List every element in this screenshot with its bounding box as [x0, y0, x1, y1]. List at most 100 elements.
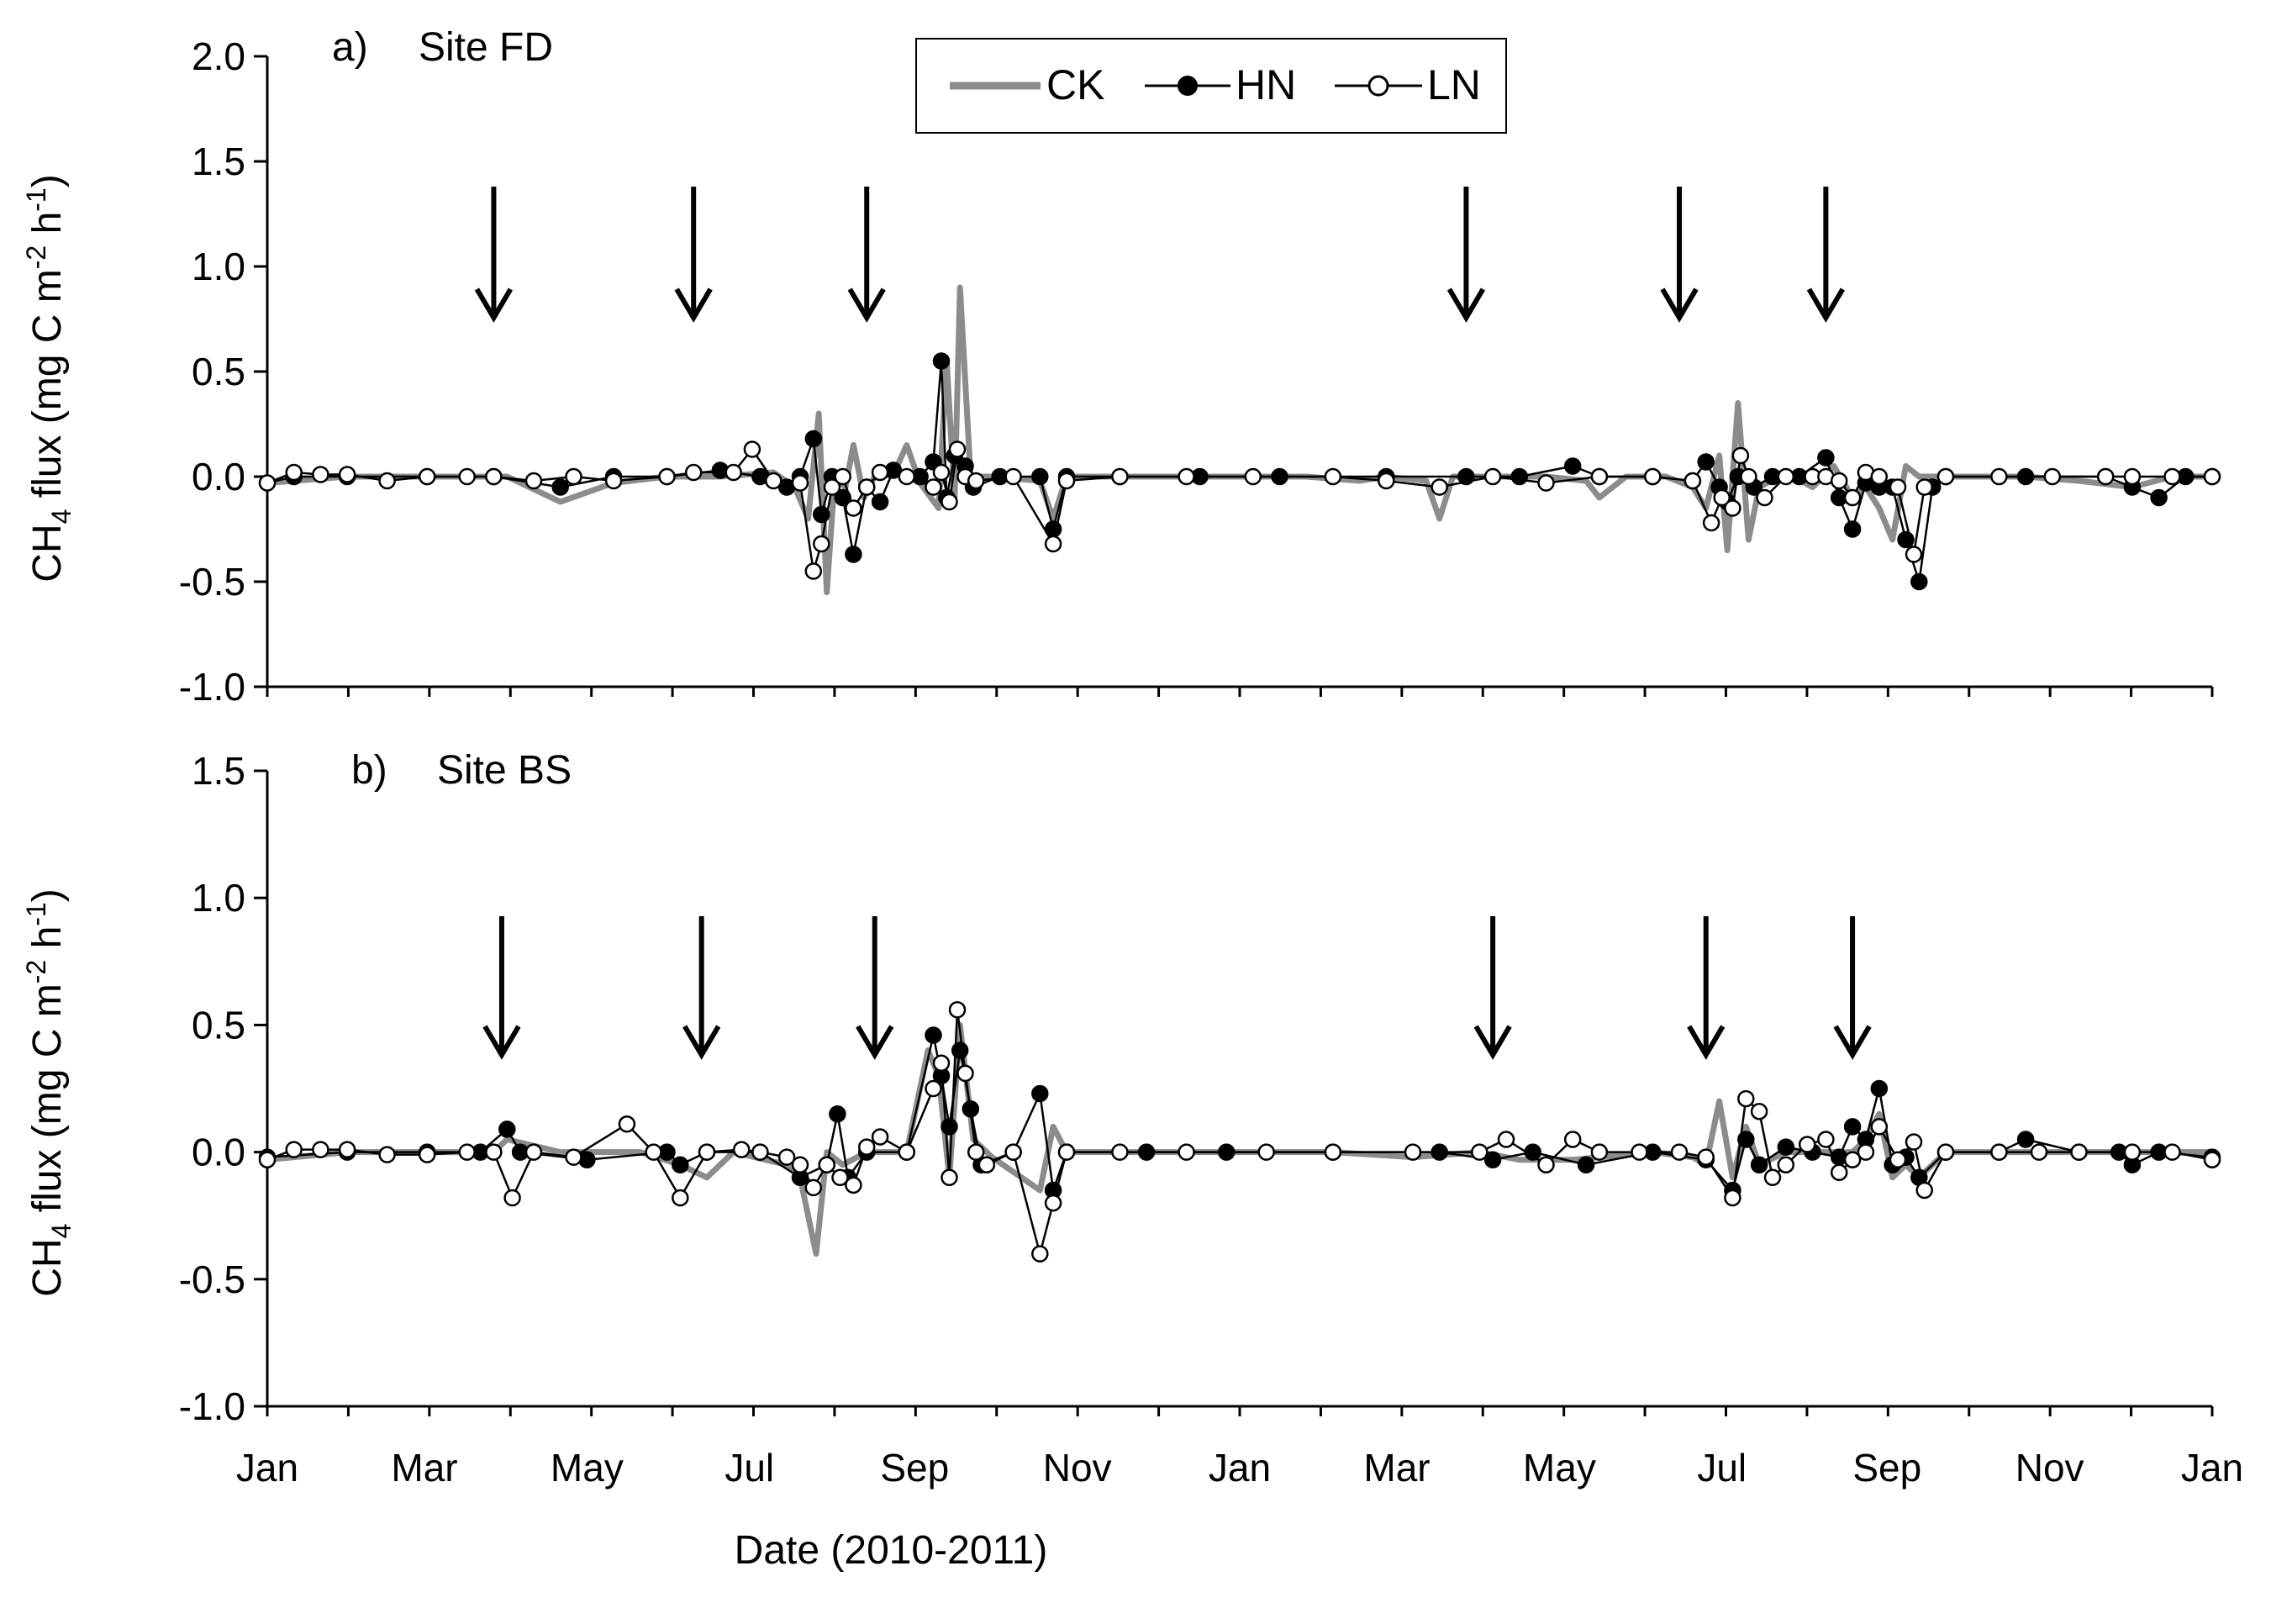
- series-hn-point: [804, 430, 823, 448]
- series-hn-point: [1737, 1131, 1755, 1148]
- series-ln-point: [777, 1148, 796, 1166]
- series-hn-point: [2016, 1131, 2035, 1148]
- series-ln-point: [1044, 1194, 1062, 1212]
- x-axis-title: Date (2010-2011): [735, 1528, 1048, 1573]
- series-ln-point: [338, 466, 356, 483]
- series-hn-point: [1510, 467, 1529, 486]
- series-ln-point: [565, 467, 582, 486]
- series-ln-point: [831, 1168, 849, 1187]
- series-hn-point: [1044, 520, 1062, 538]
- down-arrow-head: [682, 1025, 721, 1060]
- series-ln-point: [2043, 467, 2062, 486]
- x-tick-label: Jan: [1209, 1446, 1271, 1490]
- down-arrow-head: [856, 1025, 894, 1060]
- series-hn-point: [941, 1118, 958, 1136]
- panel-b-arrows: [482, 916, 1872, 1060]
- series-ln-point: [791, 1156, 809, 1173]
- x-tick-label: Nov: [2015, 1446, 2084, 1490]
- series-hn-point: [1524, 1143, 1541, 1161]
- series-ln-point: [2096, 467, 2115, 486]
- y-tick-label: 0.5: [192, 1003, 245, 1047]
- series-ln-point: [2203, 467, 2221, 486]
- x-tick-label: Jul: [725, 1446, 774, 1490]
- series-ln-point: [1843, 488, 1862, 507]
- series-ln-point: [1697, 1148, 1715, 1166]
- series-ln-point: [1111, 1143, 1129, 1161]
- series-hn-point: [813, 505, 830, 524]
- series-ln-point: [1870, 467, 1889, 486]
- series-hn-point: [871, 493, 889, 511]
- series-hn-point: [1271, 467, 1288, 486]
- legend-hn-marker: [1178, 76, 1198, 96]
- series-hn-point: [1777, 1138, 1795, 1156]
- x-tick-label: Sep: [880, 1446, 949, 1490]
- series-ln-point: [2163, 467, 2181, 486]
- series-ln-point: [751, 1143, 769, 1161]
- down-arrow-head: [1833, 1025, 1872, 1060]
- series-ln-point: [1111, 467, 1129, 486]
- series-ln-point: [672, 1189, 689, 1207]
- series-hn-point: [951, 1041, 969, 1059]
- series-ln-point: [378, 1146, 396, 1163]
- series-ln-point: [285, 463, 303, 482]
- legend: CK HN LN: [915, 38, 1507, 134]
- series-ln-point: [378, 472, 396, 490]
- y-tick-label: 0.5: [192, 350, 245, 393]
- y-tick-label: -0.5: [179, 560, 245, 604]
- series-ln-point: [565, 1148, 582, 1166]
- series-ln-point: [1870, 1118, 1889, 1136]
- down-arrow-head: [1806, 287, 1845, 323]
- series-hn-point: [1031, 1084, 1049, 1103]
- panel-a-title: Site FD: [419, 25, 553, 70]
- series-ln-point: [1740, 467, 1757, 486]
- series-ln-point: [1590, 1143, 1609, 1161]
- down-arrow-head: [474, 287, 514, 323]
- series-hn-line: [266, 1034, 2213, 1192]
- series-ln-point: [312, 1141, 329, 1158]
- y-tick-label: 1.5: [192, 749, 245, 793]
- series-ln-point: [845, 1176, 862, 1194]
- series-ln-point: [1750, 1102, 1768, 1120]
- series-hn-point: [1431, 1143, 1448, 1161]
- panel-b-title: Site BS: [437, 748, 572, 793]
- series-ln-point: [1936, 467, 1955, 486]
- y-tick-label: -0.5: [179, 1258, 245, 1301]
- series-ln-point: [258, 474, 277, 492]
- series-ln-point: [2163, 1143, 2181, 1161]
- x-tick-label: Jul: [1697, 1446, 1747, 1490]
- legend-ln-label: LN: [1427, 61, 1481, 108]
- series-ln-point: [813, 535, 830, 553]
- series-ln-point: [1702, 514, 1720, 532]
- series-ln-point: [1915, 478, 1933, 496]
- series-ln-point: [1843, 1151, 1862, 1168]
- series-ln-point: [458, 467, 476, 486]
- series-ln-point: [1004, 467, 1022, 486]
- series-ln-point: [485, 467, 503, 486]
- series-ln-point: [932, 1054, 951, 1073]
- series-ln-point: [524, 1143, 543, 1161]
- series-hn-point: [1817, 449, 1835, 467]
- ylabel-mid2: h: [25, 212, 70, 245]
- ylabel-mid1: flux (mg C m: [25, 983, 70, 1223]
- panel-a-series: [258, 284, 2221, 595]
- y-tick-label: -1.0: [179, 1384, 245, 1428]
- down-arrow-head: [1473, 1025, 1512, 1060]
- down-arrow-head: [1687, 1025, 1726, 1060]
- series-hn-point: [1217, 1143, 1236, 1161]
- series-ln-point: [1731, 446, 1750, 465]
- series-ln-point: [925, 478, 942, 496]
- series-ln-point: [1644, 467, 1662, 486]
- series-ln-point: [338, 1141, 356, 1158]
- series-ln-point: [732, 1141, 751, 1158]
- series-ln-point: [1777, 1156, 1795, 1173]
- series-ln-point: [743, 440, 761, 458]
- legend-ln-marker: [1367, 75, 1389, 97]
- x-tick-label: Jan: [236, 1446, 298, 1490]
- panel-a-axes: -1.0 -0.5 0.0 0.5 1.0 1.5 2.0: [179, 34, 2214, 709]
- panel-a-ylabel: CH4 flux (mg C m-2 h-1): [21, 174, 76, 582]
- x-tick-labels: Jan Mar May Jul Sep Nov Jan Mar May Jul Sep Nov Jan: [236, 1446, 2243, 1490]
- x-tick-label: May: [1523, 1446, 1596, 1490]
- series-ln-point: [898, 1143, 916, 1161]
- series-ln-point: [1178, 1143, 1195, 1161]
- series-ln-point: [698, 1143, 716, 1161]
